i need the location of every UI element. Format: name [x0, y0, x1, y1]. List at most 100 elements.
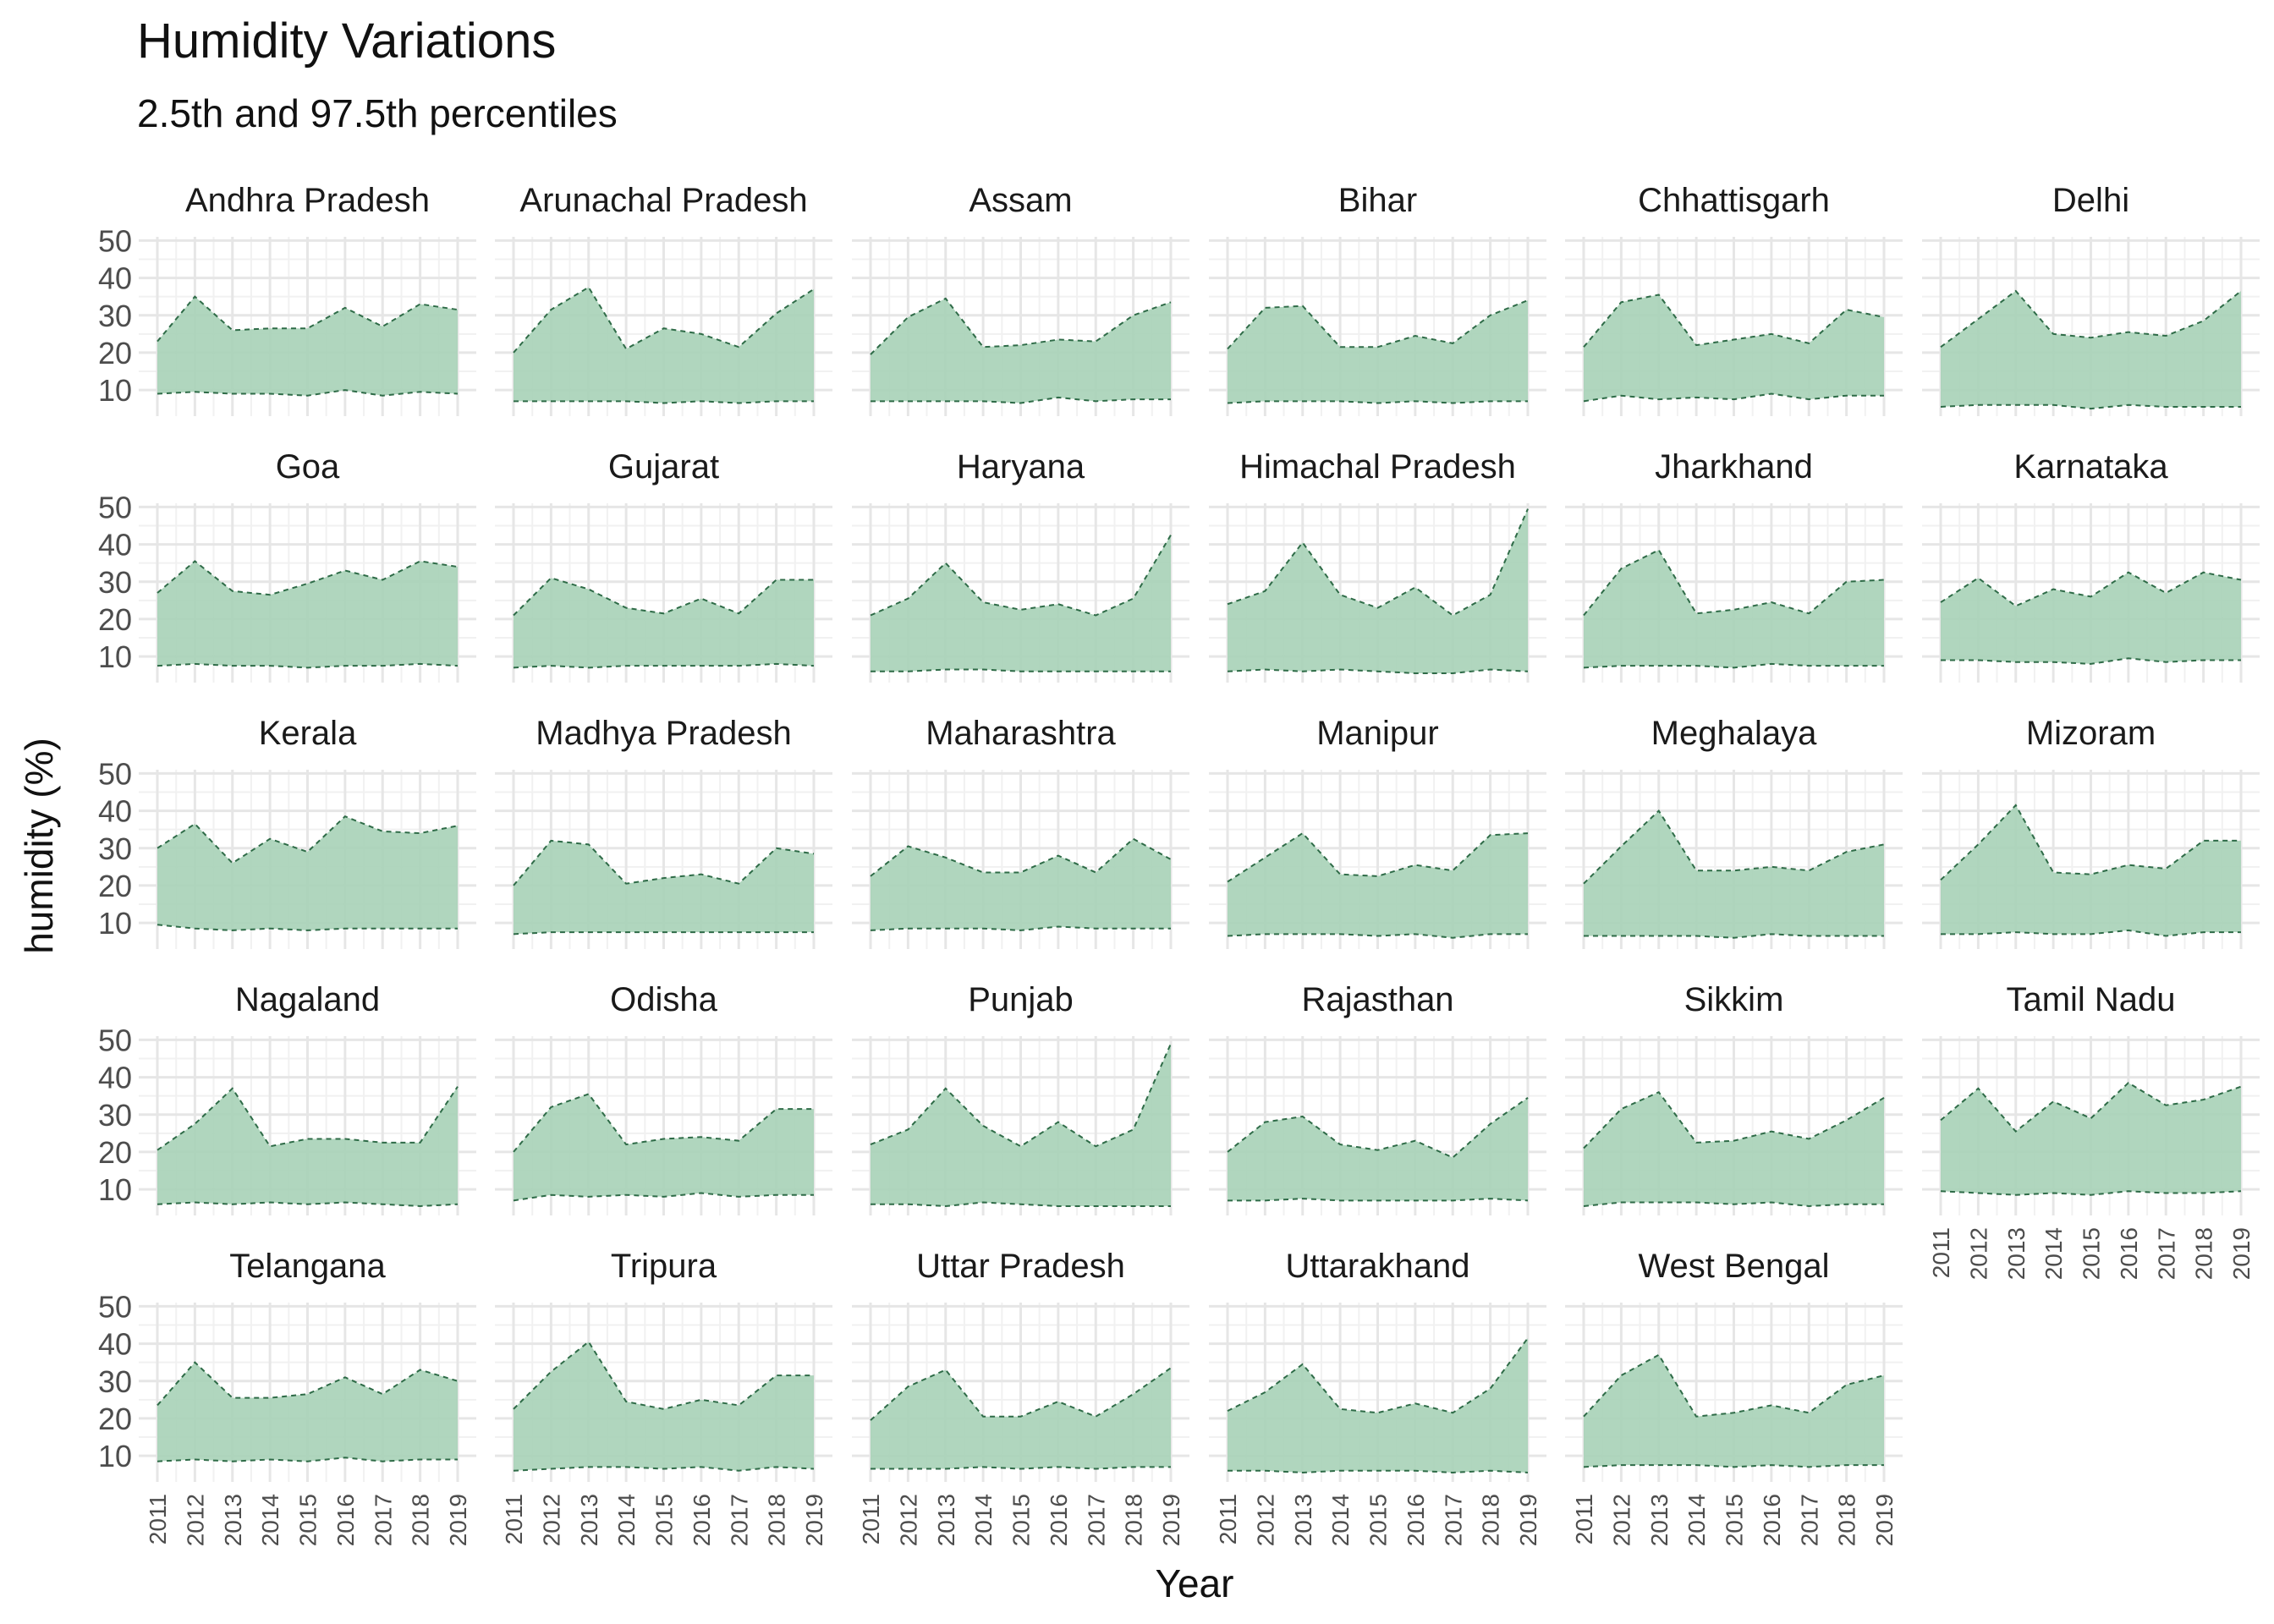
facet-strip-label: Goa — [276, 448, 340, 486]
facet-strip-label: Delhi — [2052, 182, 2129, 219]
y-tick-label: 40 — [98, 528, 132, 562]
humidity-ribbon — [1228, 833, 1528, 938]
y-tick-label: 40 — [98, 1327, 132, 1362]
facet-strip-label: Tamil Nadu — [2006, 981, 2175, 1018]
humidity-ribbon — [871, 298, 1171, 403]
x-tick-label: 2016 — [2116, 1227, 2142, 1280]
humidity-ribbon — [1584, 1092, 1884, 1206]
facet-strip-label: Jharkhand — [1655, 448, 1813, 486]
x-tick-label: 2013 — [1646, 1494, 1673, 1546]
facet-panel: Meghalaya — [1565, 715, 1903, 949]
upper-percentile-line — [1583, 1091, 1885, 1149]
x-tick-label: 2015 — [1722, 1494, 1748, 1546]
facet-panel: Tamil Nadu 2011 2012 2013 2014 2015 2016 2017 20… — [1922, 981, 2260, 1280]
x-tick-label: 2013 — [1290, 1494, 1316, 1546]
facet-strip-label: Madhya Pradesh — [536, 715, 791, 752]
y-tick-label: 30 — [98, 299, 132, 333]
facet-panel: Tripura 2011 2012 2013 2014 2015 2016 2017 2018 2… — [495, 1248, 832, 1546]
upper-percentile-line — [1940, 571, 2242, 607]
upper-percentile-line — [870, 297, 1172, 355]
y-tick-label: 40 — [98, 1061, 132, 1095]
facet-strip-label: Assam — [969, 182, 1072, 219]
x-tick-label: 2018 — [764, 1494, 790, 1546]
lower-percentile-line — [870, 925, 1171, 931]
upper-percentile-line — [1227, 508, 1529, 617]
facet-panel: Chhattisgarh — [1565, 182, 1903, 416]
lower-percentile-line — [1228, 1198, 1529, 1202]
x-tick-label: 2015 — [1008, 1494, 1035, 1546]
facet-panel: Haryana — [852, 448, 1189, 683]
x-tick-label: 2017 — [1440, 1494, 1466, 1546]
humidity-ribbon — [1941, 291, 2241, 409]
x-tick-label: 2011 — [145, 1494, 171, 1544]
lower-percentile-line — [1227, 400, 1528, 404]
facet-panel: Assam — [852, 182, 1189, 416]
y-tick-label: 20 — [98, 869, 132, 903]
y-tick-label: 50 — [98, 1023, 132, 1057]
facet-panel: Maharashtra — [852, 715, 1189, 949]
lower-percentile-line — [1227, 668, 1529, 674]
lower-percentile-line — [871, 668, 1171, 672]
lower-percentile-line — [157, 1457, 458, 1462]
lower-percentile-line — [1583, 392, 1884, 403]
facet-panel: Uttarakhand 2011 2012 2013 2014 2015 2016 2017 2… — [1209, 1248, 1546, 1546]
facet-panel: Punjab — [852, 981, 1189, 1215]
y-axis-label: humidity (%) — [17, 738, 61, 954]
upper-percentile-line — [1583, 1353, 1885, 1418]
facet-strip-label: Manipur — [1316, 715, 1439, 752]
humidity-ribbon — [157, 1362, 458, 1462]
facet-strip-label: Mizoram — [2026, 715, 2156, 752]
humidity-ribbon — [871, 838, 1171, 930]
x-tick-label: 2019 — [801, 1494, 827, 1546]
upper-percentile-line — [1940, 289, 2242, 348]
x-tick-label: 2017 — [370, 1494, 396, 1546]
x-tick-label: 2017 — [1083, 1494, 1109, 1546]
facet-strip-label: Uttar Pradesh — [916, 1248, 1125, 1285]
facet-panel: Sikkim — [1565, 981, 1903, 1215]
x-tick-label: 2018 — [1834, 1494, 1860, 1546]
x-tick-label: 2017 — [726, 1494, 752, 1546]
x-tick-label: 2012 — [895, 1494, 921, 1546]
humidity-ribbon — [1941, 1083, 2241, 1195]
upper-percentile-line — [1583, 809, 1885, 885]
facet-panel: Bihar — [1209, 182, 1546, 416]
x-tick-label: 2014 — [257, 1494, 283, 1546]
facet-panel: Rajasthan — [1209, 981, 1546, 1215]
facet-panel: Karnataka — [1922, 448, 2260, 683]
upper-percentile-line — [1940, 1081, 2242, 1133]
humidity-ribbon — [1228, 1337, 1528, 1473]
upper-percentile-line — [513, 1093, 814, 1153]
lower-percentile-line — [157, 662, 459, 669]
lower-percentile-line — [513, 931, 814, 935]
facet-strip-label: Kerala — [259, 715, 357, 752]
facet-strip-label: Himachal Pradesh — [1239, 448, 1516, 486]
upper-percentile-line — [1227, 1337, 1529, 1414]
upper-percentile-line — [1227, 299, 1529, 350]
y-tick-label: 10 — [98, 639, 132, 674]
humidity-ribbon — [1228, 508, 1528, 673]
facet-panel: Manipur — [1209, 715, 1546, 949]
upper-percentile-line — [157, 560, 459, 596]
facet-panel: Uttar Pradesh 2011 2012 2013 2014 2015 2016 201… — [852, 1248, 1189, 1546]
humidity-ribbon — [514, 287, 814, 403]
humidity-ribbon — [157, 816, 458, 930]
y-tick-label: 50 — [98, 1289, 132, 1324]
facet-strip-label: Nagaland — [235, 981, 380, 1018]
facet-strip-label: Andhra Pradesh — [185, 182, 430, 219]
x-tick-label: 2019 — [1158, 1494, 1184, 1546]
x-tick-label: 2014 — [1327, 1494, 1354, 1546]
x-tick-label: 2016 — [332, 1494, 359, 1546]
x-tick-label: 2011 — [1571, 1494, 1597, 1544]
y-tick-label: 20 — [98, 1135, 132, 1170]
facet-panel: Gujarat — [495, 448, 832, 683]
humidity-ribbon — [1228, 300, 1528, 403]
facet-strip-label: Tripura — [611, 1248, 717, 1285]
facet-panel: Delhi — [1922, 182, 2260, 416]
x-tick-label: 2012 — [1965, 1227, 1991, 1280]
x-axis-label: Year — [1156, 1561, 1234, 1605]
facet-panel: Himachal Pradesh — [1209, 448, 1546, 683]
facet-strip-label: Sikkim — [1684, 981, 1784, 1018]
facet-panel: Odisha — [495, 981, 832, 1215]
